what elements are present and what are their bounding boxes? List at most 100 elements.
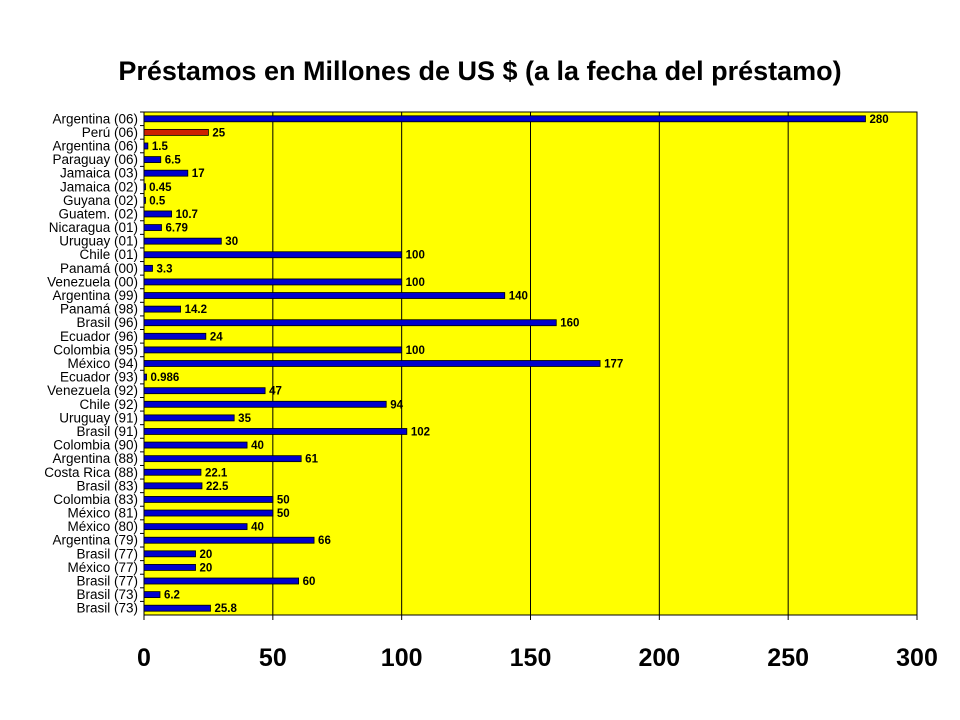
category-label: México (80) <box>67 519 138 534</box>
data-label: 61 <box>305 454 318 466</box>
bar <box>143 400 387 408</box>
bar <box>143 441 248 449</box>
bar <box>143 414 235 422</box>
bar <box>143 237 222 245</box>
x-tick-label: 150 <box>510 644 552 672</box>
x-tick-label: 0 <box>137 644 151 672</box>
data-label: 280 <box>869 114 888 126</box>
category-label: Jamaica (02) <box>60 179 138 194</box>
bar <box>143 428 408 435</box>
data-label: 14.2 <box>185 304 207 316</box>
data-label: 6.5 <box>165 155 182 167</box>
category-label: Chile (01) <box>79 247 138 262</box>
category-label: Brasil (73) <box>76 601 138 616</box>
category-label: Brasil (77) <box>76 574 138 589</box>
data-label: 50 <box>277 508 290 520</box>
data-label: 60 <box>303 576 316 588</box>
category-label: Perú (06) <box>82 125 138 140</box>
bar <box>143 564 196 571</box>
bar <box>143 509 274 517</box>
bar <box>143 455 302 463</box>
data-label: 40 <box>251 522 264 534</box>
category-label: Uruguay (01) <box>59 234 138 249</box>
category-label: Costa Rica (88) <box>44 465 138 480</box>
data-label: 25.8 <box>214 603 237 615</box>
bar <box>143 264 153 272</box>
data-label: 3.3 <box>157 263 173 275</box>
category-label: Brasil (91) <box>76 424 138 439</box>
category-label: Argentina (79) <box>52 533 138 548</box>
category-label: Brasil (96) <box>76 315 138 330</box>
category-label: Ecuador (93) <box>60 370 138 385</box>
chart-title: Préstamos en Millones de US $ (a la fech… <box>118 56 841 86</box>
category-label: México (94) <box>67 356 138 371</box>
bar <box>143 346 403 354</box>
bar <box>143 604 211 612</box>
category-label: México (77) <box>67 560 138 575</box>
x-tick-label: 200 <box>638 644 680 672</box>
bar <box>143 373 147 381</box>
category-label: Brasil (77) <box>76 546 138 561</box>
data-label: 22.1 <box>205 467 228 479</box>
bar <box>143 332 207 340</box>
category-label: Guyana (02) <box>63 193 138 208</box>
data-label: 6.2 <box>164 590 180 602</box>
data-label: 0.986 <box>151 372 180 384</box>
category-label: Panamá (98) <box>60 302 138 317</box>
data-label: 1.5 <box>152 141 169 153</box>
data-label: 0.5 <box>149 195 166 207</box>
data-label: 94 <box>390 399 403 411</box>
data-label: 177 <box>604 359 623 371</box>
category-label: Brasil (73) <box>76 587 138 602</box>
bar <box>143 210 172 218</box>
data-label: 30 <box>225 236 238 248</box>
bar <box>143 319 557 327</box>
data-label: 100 <box>406 250 425 262</box>
bar <box>143 523 248 531</box>
data-label: 20 <box>200 549 213 561</box>
bar <box>143 577 300 585</box>
bar <box>143 183 146 191</box>
bar <box>143 292 506 299</box>
category-label: Argentina (88) <box>52 451 138 466</box>
category-label: Venezuela (00) <box>47 274 138 289</box>
bar <box>143 536 315 544</box>
category-label: Argentina (99) <box>52 288 138 303</box>
x-tick-label: 50 <box>259 644 287 672</box>
data-label: 22.5 <box>206 481 229 493</box>
category-label: Brasil (83) <box>76 478 138 493</box>
category-label: Paraguay (06) <box>52 152 138 167</box>
data-label: 24 <box>210 331 223 343</box>
bar <box>143 496 274 503</box>
category-label: Jamaica (03) <box>60 166 138 181</box>
bar <box>143 468 202 476</box>
x-tick-label: 100 <box>381 644 423 672</box>
bar <box>143 360 601 367</box>
bar <box>143 278 403 286</box>
data-label: 102 <box>411 426 430 438</box>
x-tick-label: 250 <box>767 644 809 672</box>
data-label: 140 <box>509 291 528 303</box>
data-label: 6.79 <box>165 223 187 235</box>
bar <box>143 387 266 395</box>
x-tick-label: 300 <box>896 644 938 672</box>
bar <box>143 128 209 136</box>
category-label: Colombia (90) <box>53 438 138 453</box>
data-label: 25 <box>212 127 225 139</box>
category-label: Colombia (95) <box>53 342 138 357</box>
category-label: México (81) <box>67 506 138 521</box>
data-label: 17 <box>192 168 205 180</box>
data-label: 40 <box>251 440 264 452</box>
data-label: 50 <box>277 494 290 506</box>
bar <box>143 156 162 163</box>
data-label: 10.7 <box>176 209 198 221</box>
category-label: Panamá (00) <box>60 261 138 276</box>
bar <box>143 142 149 150</box>
data-label: 0.45 <box>149 182 172 194</box>
category-label: Uruguay (91) <box>59 410 138 425</box>
bar <box>143 115 866 123</box>
category-label: Nicaragua (01) <box>49 220 138 235</box>
bar <box>143 482 203 490</box>
bar <box>143 550 196 558</box>
